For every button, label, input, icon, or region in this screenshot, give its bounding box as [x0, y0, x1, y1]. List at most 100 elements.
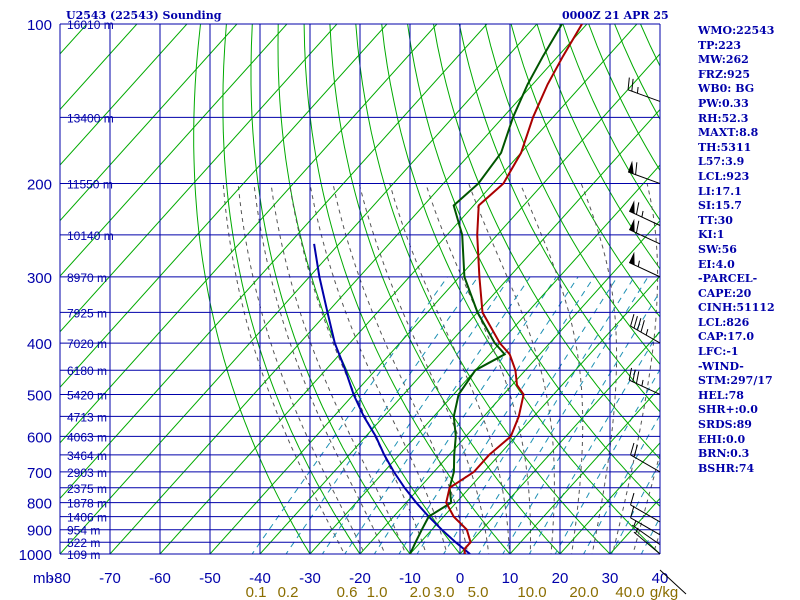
mixing-ratio-line: [443, 276, 618, 554]
index-item: RH:52.3: [698, 111, 749, 125]
temperature-tick-label: -40: [249, 570, 271, 587]
barb-staff: [630, 504, 661, 523]
temperature-tick-label: -10: [399, 570, 421, 587]
index-item: MW:262: [698, 53, 749, 67]
barb-staff: [628, 379, 661, 395]
height-label: 7925 m: [67, 306, 107, 320]
sounding-traces: [313, 24, 583, 554]
wind-barb: [627, 160, 661, 185]
barb-half-flag: [636, 87, 639, 94]
moist-adiabat-line: [270, 183, 407, 554]
height-label: 2375 m: [67, 482, 107, 496]
isotherm-line: [309, 164, 660, 554]
temperature-tick-label: -50: [199, 570, 221, 587]
barb-flag: [635, 371, 640, 384]
index-item: HEL:78: [698, 388, 744, 402]
barb-half-flag: [645, 329, 649, 336]
mixing-ratio-line: [321, 276, 511, 554]
corner-tick: [659, 569, 687, 595]
index-item: TT:30: [698, 213, 733, 227]
index-item: BSHR:74: [698, 461, 755, 475]
wind-barb: [630, 492, 661, 523]
barb-flag: [631, 78, 634, 92]
temperature-tick-label: 20: [552, 570, 569, 587]
height-label: 8970 m: [67, 271, 107, 285]
barb-half-flag: [641, 210, 644, 218]
barb-flag: [635, 202, 640, 215]
mixing-ratio-line: [285, 276, 479, 554]
temperature-tick-label: -30: [299, 570, 321, 587]
barb-flag: [632, 369, 636, 382]
wind-barb: [628, 200, 661, 226]
isotherm-line: [159, 24, 638, 554]
barb-flag: [633, 444, 638, 458]
height-label: 7020 m: [67, 337, 107, 351]
pressure-label: 500: [27, 387, 52, 404]
index-item: SW:56: [698, 242, 737, 256]
isotherm-line: [60, 24, 288, 277]
isotherm-line: [259, 108, 660, 554]
temperature-tick-label: -20: [349, 570, 371, 587]
barb-staff: [630, 454, 661, 473]
isotherm-line: [459, 330, 660, 554]
mixing-ratio-label: 1.0: [367, 584, 388, 600]
barb-flag: [628, 367, 633, 381]
mixing-ratio-line: [554, 368, 660, 554]
height-label: 11550 m: [67, 178, 113, 192]
parcel-trace: [313, 243, 471, 554]
index-item: SI:15.7: [698, 199, 742, 213]
height-label: 4063 m: [67, 430, 107, 444]
index-item: EI:4.0: [698, 257, 735, 271]
barb-pennant: [629, 200, 635, 214]
height-label: 6180 m: [67, 364, 107, 378]
moist-adiabat-line: [253, 183, 386, 554]
barb-flag: [635, 162, 638, 175]
index-item: CAPE:20: [698, 286, 752, 300]
isotherm-line: [109, 24, 588, 554]
isotherm-line: [60, 24, 338, 333]
mixing-ratio-label: 0.1: [246, 584, 267, 600]
mixing-ratio-label: 0.2: [278, 584, 299, 600]
mixing-ratio-line: [610, 461, 660, 554]
pressure-unit-label: mb: [33, 570, 54, 587]
pressure-label: 200: [27, 177, 52, 194]
pressure-label: 300: [27, 270, 52, 287]
moist-adiabat-line: [580, 183, 618, 554]
barb-staff: [633, 531, 661, 555]
barb-staff: [631, 524, 661, 546]
barb-flag: [630, 442, 635, 456]
index-item: SRDS:89: [698, 418, 752, 432]
mixing-ratio-label: 3.0: [434, 584, 455, 600]
pressure-label: 600: [27, 429, 52, 446]
mixing-ratio-line: [583, 414, 660, 554]
moist-adiabat-line: [309, 183, 448, 554]
mixing-ratio-label: 20.0: [569, 584, 598, 600]
index-item: TP:223: [698, 38, 742, 52]
index-item: LFC:-1: [698, 345, 739, 359]
index-item: KI:1: [698, 228, 725, 242]
pressure-label: 1000: [19, 547, 52, 564]
temperature-tick-label: -60: [149, 570, 171, 587]
isotherm-line: [559, 442, 660, 554]
height-label: 4713 m: [67, 410, 107, 424]
isotherm-line: [359, 219, 660, 554]
pressure-label: 400: [27, 336, 52, 353]
isotherm-line: [60, 24, 138, 111]
index-item: EHI:0.0: [698, 432, 746, 446]
mixing-ratio-label: 0.6: [337, 584, 358, 600]
barb-staff: [627, 89, 661, 102]
barb-staff: [630, 325, 661, 344]
isotherm-line: [209, 53, 660, 554]
mixing-ratio-label: 2.0: [410, 584, 431, 600]
dry-adiabat-line: [193, 24, 311, 554]
barb-pennant: [629, 218, 635, 233]
dry-adiabat-line: [355, 24, 611, 554]
moist-adiabat-line: [389, 183, 510, 554]
moist-adiabat-line: [222, 183, 345, 554]
mixing-ratio-label: g/kg: [650, 584, 678, 600]
height-label: 13400 m: [67, 111, 114, 125]
index-item: -PARCEL-: [698, 272, 758, 286]
index-item: MAXT:8.8: [698, 126, 759, 140]
moist-adiabat-line: [358, 183, 490, 554]
